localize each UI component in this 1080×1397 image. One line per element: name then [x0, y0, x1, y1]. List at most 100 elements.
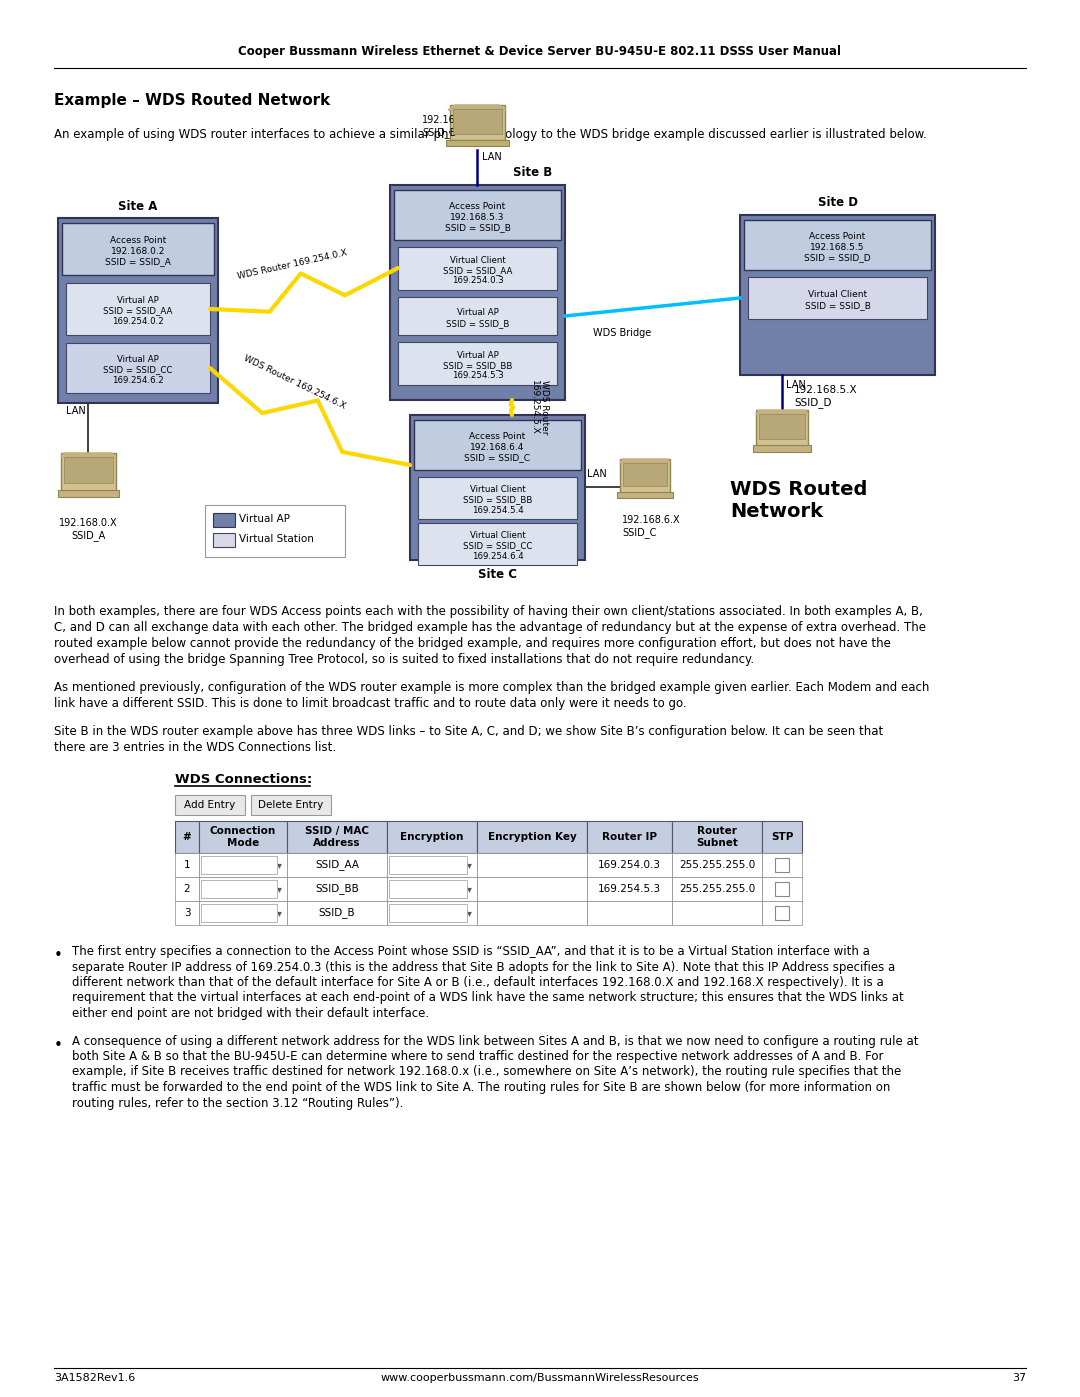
Text: Router IP: Router IP	[602, 833, 657, 842]
FancyBboxPatch shape	[620, 460, 670, 493]
FancyBboxPatch shape	[390, 184, 565, 400]
FancyBboxPatch shape	[387, 901, 477, 925]
FancyBboxPatch shape	[672, 877, 762, 901]
FancyBboxPatch shape	[287, 854, 387, 877]
Text: AP (Downlink): AP (Downlink)	[206, 884, 274, 894]
Text: 255.255.255.0: 255.255.255.0	[679, 884, 755, 894]
FancyBboxPatch shape	[287, 901, 387, 925]
Text: 192.168.6.X
SSID_B: 192.168.6.X SSID_B	[422, 115, 481, 137]
Text: ✓: ✓	[777, 883, 787, 895]
Text: A consequence of using a different network address for the WDS link between Site: A consequence of using a different netwo…	[72, 1035, 918, 1048]
FancyBboxPatch shape	[740, 215, 935, 374]
Text: Virtual Station: Virtual Station	[239, 534, 314, 543]
Text: Site B in the WDS router example above has three WDS links – to Site A, C, and D: Site B in the WDS router example above h…	[54, 725, 883, 738]
FancyBboxPatch shape	[775, 858, 789, 872]
FancyBboxPatch shape	[175, 821, 199, 854]
FancyBboxPatch shape	[775, 907, 789, 921]
FancyBboxPatch shape	[389, 856, 467, 875]
FancyBboxPatch shape	[399, 247, 557, 291]
Text: None: None	[416, 861, 442, 870]
Text: overhead of using the bridge Spanning Tree Protocol, so is suited to fixed insta: overhead of using the bridge Spanning Tr…	[54, 652, 754, 666]
Text: either end point are not bridged with their default interface.: either end point are not bridged with th…	[72, 1007, 429, 1020]
Text: 169.254.5.3: 169.254.5.3	[598, 884, 661, 894]
Text: Example – WDS Routed Network: Example – WDS Routed Network	[54, 92, 330, 108]
FancyBboxPatch shape	[418, 522, 577, 564]
Text: Site A: Site A	[119, 200, 158, 212]
Text: WDS Bridge: WDS Bridge	[593, 328, 651, 338]
Text: 2: 2	[184, 884, 190, 894]
FancyBboxPatch shape	[205, 504, 345, 557]
FancyBboxPatch shape	[477, 821, 588, 854]
FancyBboxPatch shape	[251, 795, 330, 814]
FancyBboxPatch shape	[410, 415, 585, 560]
Text: traffic must be forwarded to the end point of the WDS link to Site A. The routin: traffic must be forwarded to the end poi…	[72, 1081, 890, 1094]
Text: In both examples, there are four WDS Access points each with the possibility of : In both examples, there are four WDS Acc…	[54, 605, 923, 617]
Text: Access Point
192.168.6.4
SSID = SSID_C: Access Point 192.168.6.4 SSID = SSID_C	[464, 432, 530, 462]
FancyBboxPatch shape	[756, 409, 808, 446]
Text: Site C: Site C	[478, 569, 517, 581]
FancyBboxPatch shape	[201, 856, 276, 875]
Text: 192.168.6.X
SSID_C: 192.168.6.X SSID_C	[622, 515, 680, 538]
Text: Encryption Key: Encryption Key	[488, 833, 577, 842]
Text: ▾: ▾	[276, 884, 282, 894]
FancyBboxPatch shape	[477, 901, 588, 925]
FancyBboxPatch shape	[213, 534, 235, 548]
FancyBboxPatch shape	[66, 344, 210, 393]
Text: The first entry specifies a connection to the Access Point whose SSID is “SSID_A: The first entry specifies a connection t…	[72, 944, 869, 958]
Text: •: •	[54, 1038, 63, 1052]
FancyBboxPatch shape	[672, 901, 762, 925]
Text: •: •	[54, 949, 63, 963]
FancyBboxPatch shape	[387, 854, 477, 877]
Text: An example of using WDS router interfaces to achieve a similar physical topology: An example of using WDS router interface…	[54, 129, 927, 141]
FancyBboxPatch shape	[58, 218, 218, 402]
Text: Virtual AP: Virtual AP	[239, 514, 291, 524]
FancyBboxPatch shape	[453, 109, 502, 134]
Text: requirement that the virtual interfaces at each end-point of a WDS link have the: requirement that the virtual interfaces …	[72, 992, 904, 1004]
Text: 255.255.255.0: 255.255.255.0	[679, 861, 755, 870]
Text: SSID_BB: SSID_BB	[315, 883, 359, 894]
Text: ✓: ✓	[777, 859, 787, 872]
FancyBboxPatch shape	[588, 901, 672, 925]
Text: 169.254.0.3: 169.254.0.3	[598, 861, 661, 870]
FancyBboxPatch shape	[64, 457, 113, 483]
Text: STP: STP	[771, 833, 793, 842]
FancyBboxPatch shape	[450, 105, 505, 140]
Text: 37: 37	[1012, 1373, 1026, 1383]
Text: As mentioned previously, configuration of the WDS router example is more complex: As mentioned previously, configuration o…	[54, 680, 930, 694]
Text: Virtual Client
SSID = SSID_BB
169.254.5.4: Virtual Client SSID = SSID_BB 169.254.5.…	[463, 485, 532, 515]
FancyBboxPatch shape	[617, 492, 673, 499]
Text: LAN: LAN	[482, 152, 502, 162]
FancyBboxPatch shape	[672, 821, 762, 854]
Text: Access Point
192.168.0.2
SSID = SSID_A: Access Point 192.168.0.2 SSID = SSID_A	[105, 236, 171, 265]
FancyBboxPatch shape	[58, 490, 119, 497]
FancyBboxPatch shape	[762, 854, 802, 877]
FancyBboxPatch shape	[418, 476, 577, 520]
Text: both Site A & B so that the BU-945U-E can determine where to send traffic destin: both Site A & B so that the BU-945U-E ca…	[72, 1051, 883, 1063]
Polygon shape	[448, 105, 507, 110]
Polygon shape	[756, 409, 808, 414]
Text: routed example below cannot provide the redundancy of the bridged example, and r: routed example below cannot provide the …	[54, 637, 891, 650]
FancyBboxPatch shape	[753, 446, 811, 451]
Polygon shape	[620, 460, 670, 462]
Text: None: None	[416, 884, 442, 894]
Text: C, and D can all exchange data with each other. The bridged example has the adva: C, and D can all exchange data with each…	[54, 622, 926, 634]
FancyBboxPatch shape	[387, 877, 477, 901]
Text: 3A1582Rev1.6: 3A1582Rev1.6	[54, 1373, 135, 1383]
Text: Connection
Mode: Connection Mode	[210, 826, 276, 848]
Text: LAN: LAN	[588, 469, 607, 479]
Text: there are 3 entries in the WDS Connections list.: there are 3 entries in the WDS Connectio…	[54, 740, 336, 754]
Text: LAN: LAN	[66, 407, 86, 416]
Text: separate Router IP address of 169.254.0.3 (this is the address that Site B adopt: separate Router IP address of 169.254.0.…	[72, 961, 895, 974]
FancyBboxPatch shape	[60, 453, 116, 490]
FancyBboxPatch shape	[389, 880, 467, 898]
Text: 192.168.5.X
SSID_D: 192.168.5.X SSID_D	[794, 386, 858, 408]
FancyBboxPatch shape	[588, 877, 672, 901]
FancyBboxPatch shape	[387, 821, 477, 854]
FancyBboxPatch shape	[201, 904, 276, 922]
FancyBboxPatch shape	[199, 877, 287, 901]
Text: WDS Router 169.254.6.X: WDS Router 169.254.6.X	[243, 353, 348, 411]
FancyBboxPatch shape	[672, 854, 762, 877]
Text: 3: 3	[184, 908, 190, 918]
FancyBboxPatch shape	[759, 414, 805, 439]
Text: Site D: Site D	[818, 197, 858, 210]
